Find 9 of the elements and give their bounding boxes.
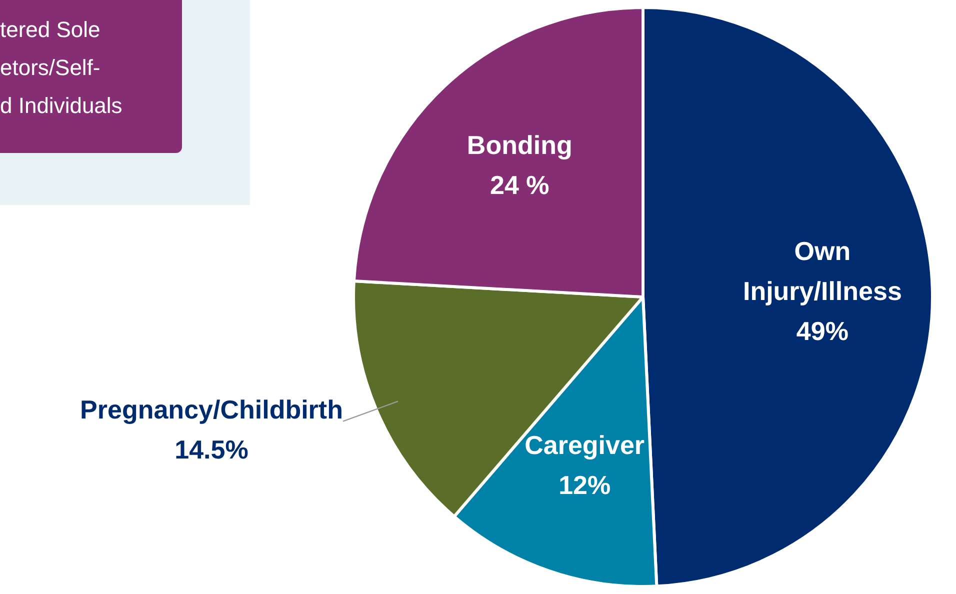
slice-label: Bonding bbox=[466, 130, 572, 160]
data-label: 12% bbox=[558, 470, 611, 500]
data-label: 14.5% bbox=[174, 434, 248, 465]
slice-label: Own Injury/Illness bbox=[742, 236, 902, 306]
slice-label: Caregiver bbox=[524, 430, 645, 460]
note-box: tered Sole etors/Self- d Individuals bbox=[0, 0, 250, 205]
slice-label: Pregnancy/Childbirth bbox=[80, 394, 343, 425]
data-label: 49% bbox=[796, 316, 848, 346]
data-label: 24 % bbox=[490, 170, 550, 200]
